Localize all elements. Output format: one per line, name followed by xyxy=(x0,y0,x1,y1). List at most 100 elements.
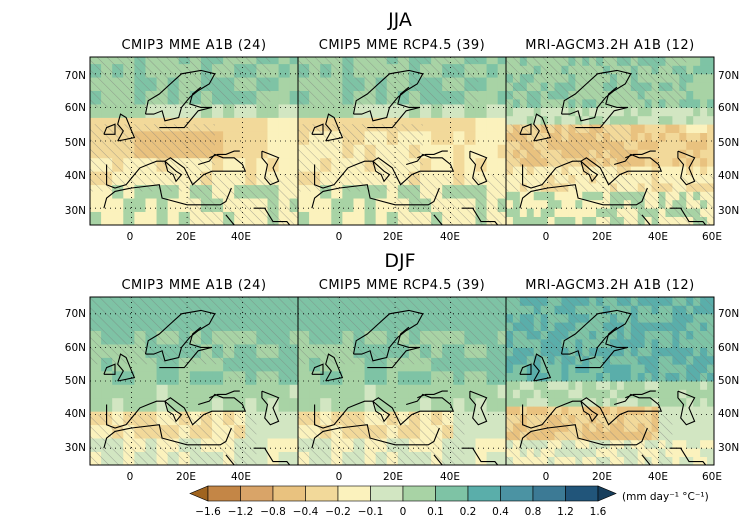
grid-cell xyxy=(686,141,694,150)
y-tick-label: 30N xyxy=(65,442,86,454)
grid-cell xyxy=(486,104,499,118)
panel-title: MRI-AGCM3.2H A1B (12) xyxy=(525,38,695,53)
coastline xyxy=(522,393,663,429)
grid-cell xyxy=(686,157,694,167)
x-tick-label: 40E xyxy=(440,471,460,483)
grid-cell xyxy=(610,372,618,382)
grid-cell xyxy=(679,456,687,465)
coastline xyxy=(519,424,648,449)
grid-cell xyxy=(700,149,708,159)
grid-cell xyxy=(342,198,354,212)
grid-cell xyxy=(453,384,465,399)
grid-cell xyxy=(700,397,708,407)
grid-cell xyxy=(497,90,506,105)
grid-cell xyxy=(686,82,694,91)
grid-cell xyxy=(278,63,291,78)
grid-cell xyxy=(700,73,708,83)
grid-cell xyxy=(90,357,102,372)
grid-cell xyxy=(267,104,279,118)
grid-cell xyxy=(589,115,597,125)
grid-cell xyxy=(644,124,652,133)
grid-cell xyxy=(623,381,632,390)
grid-cell xyxy=(90,184,102,199)
colorbar-tick-label: −0.4 xyxy=(293,506,319,518)
grid-cell xyxy=(156,384,169,399)
coastline xyxy=(103,363,116,375)
grid-cell xyxy=(156,397,169,412)
coastline xyxy=(433,214,443,225)
grid-cell xyxy=(212,104,224,118)
grid-cell xyxy=(575,364,583,373)
grid-cell xyxy=(637,397,646,407)
grid-cell xyxy=(320,397,332,412)
grid-cell xyxy=(651,389,659,399)
grid-cell xyxy=(386,370,399,385)
y-tick-label: 40N xyxy=(65,408,86,420)
grid-cell xyxy=(101,384,113,399)
coastline xyxy=(209,390,240,399)
grid-cell xyxy=(486,90,499,105)
grid-cell xyxy=(686,439,694,449)
grid-cell xyxy=(386,104,399,118)
grid-cell xyxy=(547,216,555,225)
grid-cell xyxy=(497,157,506,172)
grid-cell xyxy=(464,438,476,452)
grid-cell xyxy=(397,357,410,372)
grid-cell xyxy=(200,357,213,372)
grid-cell xyxy=(679,149,687,159)
grid-cell xyxy=(672,397,680,407)
colorbar-tick-label: −1.2 xyxy=(228,506,254,518)
grid-cell xyxy=(665,166,673,175)
grid-cell xyxy=(679,423,687,432)
coastline xyxy=(352,69,424,122)
grid-cell xyxy=(700,57,708,66)
grid-cell xyxy=(298,104,310,118)
grid-cell xyxy=(644,107,652,117)
grid-cell xyxy=(156,184,169,199)
grid-cell xyxy=(658,115,666,125)
grid-cell xyxy=(486,117,499,132)
grid-cell xyxy=(497,57,506,65)
grid-cell xyxy=(442,144,454,159)
grid-cell xyxy=(267,411,279,426)
coastline xyxy=(325,353,344,382)
grid-cell xyxy=(665,107,673,117)
coastline xyxy=(225,454,235,465)
grid-cell xyxy=(234,117,246,132)
coastline xyxy=(314,153,455,189)
coastline xyxy=(469,390,488,426)
grid-cell xyxy=(342,397,354,412)
grid-cell xyxy=(353,184,365,199)
coastline xyxy=(519,363,532,375)
grid-cell xyxy=(630,124,639,133)
grid-cell xyxy=(568,389,576,399)
grid-cell xyxy=(665,124,673,133)
grid-cell xyxy=(568,216,576,225)
coastline xyxy=(103,123,116,135)
colorbar-unit-label: (mm day⁻¹ °C⁻¹) xyxy=(622,491,709,503)
grid-cell xyxy=(289,384,298,399)
grid-cell xyxy=(167,384,180,399)
grid-cell xyxy=(506,115,514,125)
grid-cell xyxy=(408,357,421,372)
grid-cell xyxy=(589,208,597,217)
grid-cell xyxy=(453,104,465,118)
grid-cell xyxy=(486,384,499,399)
grid-cell xyxy=(375,357,388,372)
grid-cell xyxy=(616,372,625,382)
grid-cell xyxy=(497,411,506,426)
grid-cell xyxy=(475,397,487,412)
grid-cell xyxy=(278,384,291,399)
grid-cell xyxy=(554,199,562,209)
grid-cell xyxy=(497,397,506,412)
grid-cell xyxy=(568,372,576,382)
grid-cell xyxy=(526,381,535,390)
coastline xyxy=(625,150,656,159)
grid-cell xyxy=(596,389,604,399)
colorbar-swatch xyxy=(565,485,599,502)
grid-cell xyxy=(679,439,687,449)
x-tick-label: 20E xyxy=(383,471,403,483)
grid-cell xyxy=(561,216,569,225)
grid-cell xyxy=(582,372,590,382)
grid-cell xyxy=(256,397,268,412)
